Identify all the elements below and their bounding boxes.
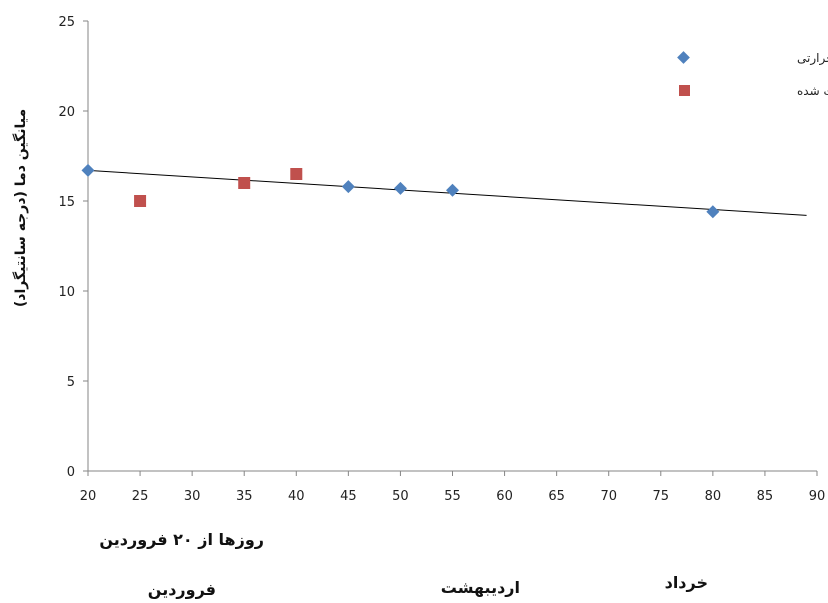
x-tick-label: 75: [653, 489, 670, 504]
y-tick-label: 10: [58, 285, 75, 300]
y-tick-label: 25: [58, 15, 75, 30]
x-tick-label: 60: [496, 489, 513, 504]
point-diamond: [393, 181, 407, 195]
point-diamond: [81, 163, 95, 177]
data-marks: [81, 163, 720, 219]
x-tick-label: 85: [757, 489, 774, 504]
month-label-ordibehesht: اردیبهشت: [440, 578, 520, 597]
x-tick-label: 55: [444, 489, 461, 504]
trendline: [87, 169, 807, 216]
legend-marker-square: [679, 85, 690, 96]
point-diamond: [706, 205, 720, 219]
legend-marker-diamond: [677, 51, 690, 64]
x-tick-label: 65: [548, 489, 565, 504]
x-axis-label: روزها از ۲۰ فروردین: [99, 530, 264, 549]
legend: منحنی خط حرارتی دما های ثبت شده: [677, 51, 828, 98]
point-diamond: [341, 180, 355, 194]
tick-labels: 0 5 10 15 20 25 20 25 30 35 40 45 50 55 60 65 70 75 80 85 90: [58, 15, 825, 504]
x-tick-label: 70: [600, 489, 617, 504]
point-square: [238, 177, 251, 189]
y-tick-label: 15: [58, 195, 75, 210]
x-tick-label: 30: [184, 489, 201, 504]
axes: [83, 20, 818, 476]
legend-label-recorded-temps: دما های ثبت شده: [797, 84, 828, 98]
month-label-khordad: خرداد: [664, 573, 708, 592]
x-tick-label: 25: [132, 489, 149, 504]
x-tick-label: 35: [236, 489, 253, 504]
month-label-farvardin: فروردین: [147, 580, 216, 599]
legend-label-thermal-curve: منحنی خط حرارتی: [797, 51, 828, 66]
y-tick-label: 0: [67, 465, 75, 480]
x-tick-label: 40: [288, 489, 305, 504]
point-square: [290, 168, 303, 180]
y-tick-label: 5: [67, 375, 75, 390]
y-tick-label: 20: [58, 105, 75, 120]
point-square: [134, 195, 147, 207]
y-axis-label: میانگین دما (درجه سانتیگراد): [12, 109, 29, 307]
x-tick-label: 80: [705, 489, 722, 504]
x-tick-label: 45: [340, 489, 357, 504]
trendline-group: [87, 169, 807, 216]
point-diamond: [446, 183, 459, 197]
x-tick-label: 50: [392, 489, 409, 504]
x-tick-label: 20: [80, 489, 97, 504]
x-tick-label: 90: [809, 489, 826, 504]
